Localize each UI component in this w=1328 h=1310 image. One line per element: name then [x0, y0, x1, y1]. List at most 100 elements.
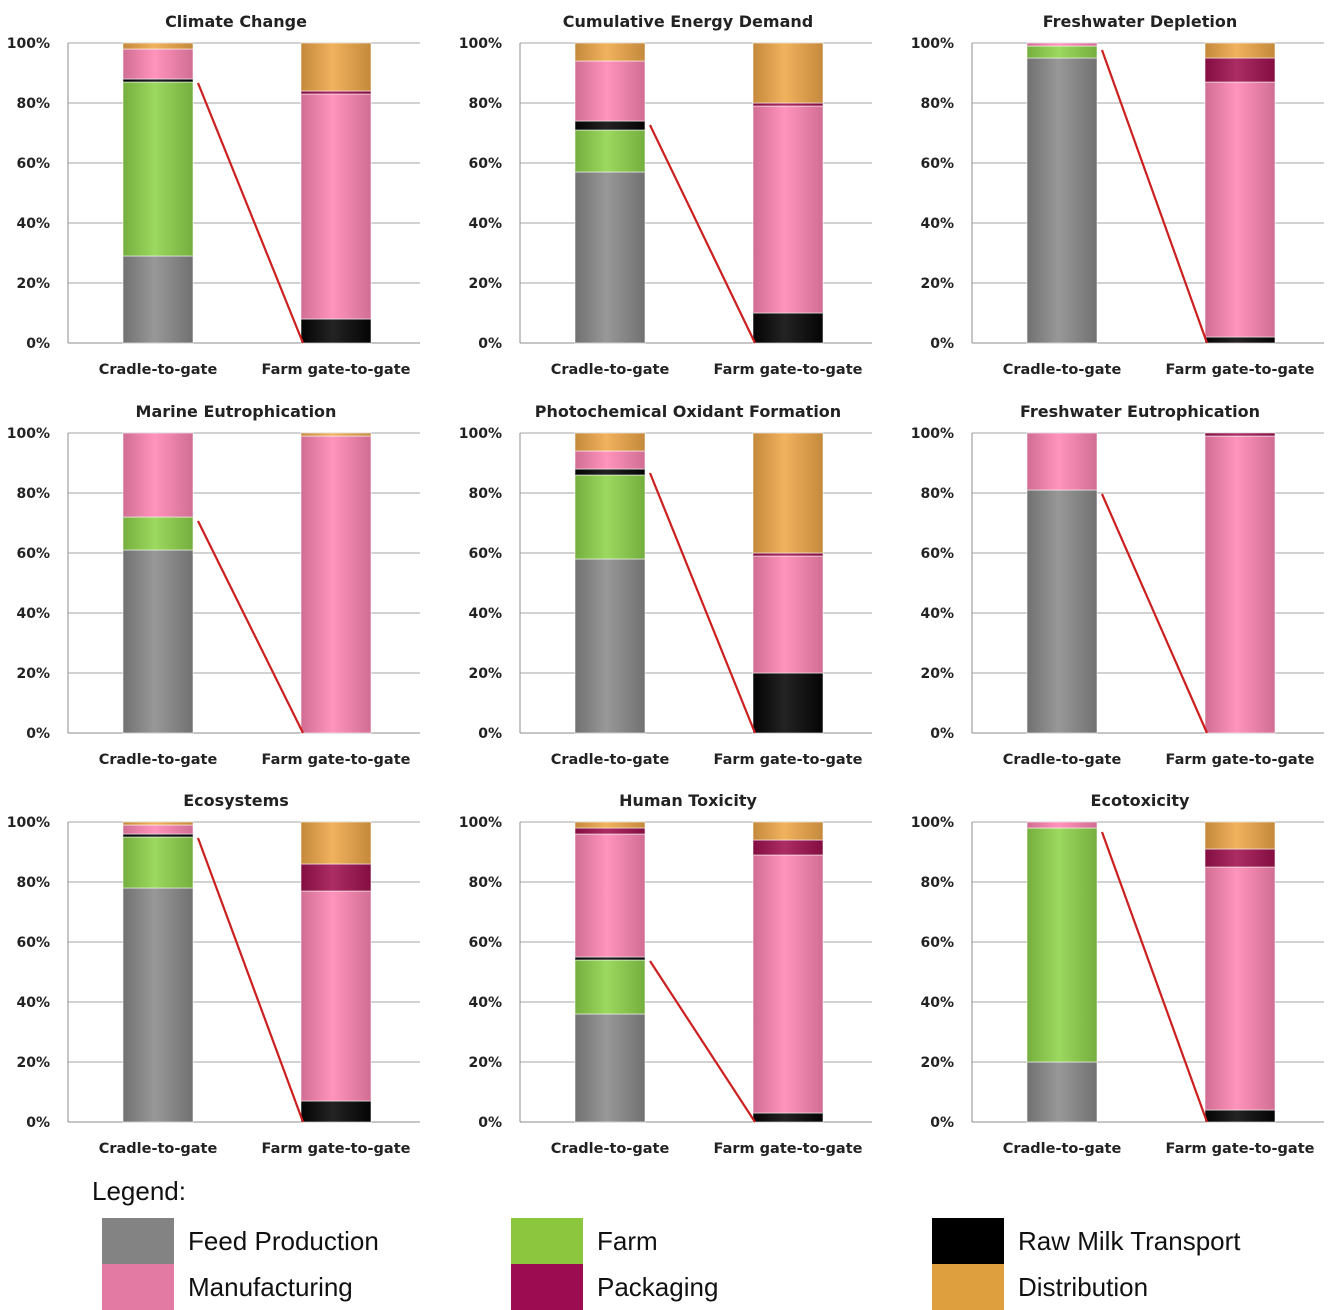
y-tick-label: 40% — [16, 216, 50, 232]
y-tick-label: 100% — [459, 426, 502, 442]
bar-segment-raw-milk-transport — [300, 318, 372, 344]
bar-segment-raw-milk-transport — [574, 468, 646, 476]
legend-label: Farm — [597, 1226, 658, 1256]
panel-title: Human Toxicity — [619, 791, 757, 810]
y-tick-label: 0% — [930, 1115, 954, 1131]
panel-ecosystems: Ecosystems 0% 20% 40% 60% 80% 100% Cradle-to-ga… — [7, 791, 420, 1157]
y-tick-label: 60% — [468, 156, 502, 172]
y-tick-label: 0% — [26, 336, 50, 352]
x-tick-label: Cradle-to-gate — [551, 752, 670, 768]
bar-segment-raw-milk-transport — [752, 672, 824, 734]
y-tick-label: 100% — [7, 815, 50, 831]
bar-segment-farm — [574, 129, 646, 173]
legend-swatch — [511, 1218, 583, 1264]
bar-segment-distribution — [574, 821, 646, 829]
bar-segment-manufacturing — [1026, 432, 1098, 491]
x-tick-label: Farm gate-to-gate — [262, 752, 411, 768]
bar-segment-feed-production — [574, 558, 646, 734]
legend-swatch — [102, 1264, 174, 1310]
y-tick-label: 20% — [468, 1055, 502, 1071]
legend-label: Feed Production — [188, 1226, 379, 1256]
bar-segment-raw-milk-transport — [1204, 336, 1276, 344]
panel-ecotoxicity: Ecotoxicity 0% 20% 40% 60% 80% 100% Cradle-to-g… — [911, 791, 1324, 1157]
bar-segment-distribution — [574, 432, 646, 452]
y-tick-label: 100% — [911, 815, 954, 831]
bar-segment-distribution — [752, 432, 824, 554]
x-tick-label: Cradle-to-gate — [551, 1141, 670, 1157]
x-tick-label: Cradle-to-gate — [1003, 362, 1122, 378]
panel-human-toxicity: Human Toxicity 0% 20% 40% 60% 80% 100% Cradle-t… — [459, 791, 872, 1157]
y-tick-label: 0% — [478, 336, 502, 352]
y-tick-label: 40% — [920, 216, 954, 232]
y-tick-label: 100% — [459, 36, 502, 52]
bar-segment-packaging — [752, 839, 824, 856]
connector-line — [648, 472, 757, 734]
connector-line — [1100, 49, 1209, 344]
x-tick-label: Farm gate-to-gate — [714, 752, 863, 768]
y-tick-label: 80% — [920, 875, 954, 891]
y-tick-label: 60% — [920, 156, 954, 172]
bar-segment-packaging — [574, 827, 646, 835]
x-tick-label: Cradle-to-gate — [99, 1141, 218, 1157]
bar-segment-distribution — [300, 432, 372, 437]
y-tick-label: 40% — [468, 995, 502, 1011]
bar-segment-manufacturing — [752, 105, 824, 314]
panel-title: Ecotoxicity — [1091, 791, 1190, 810]
x-tick-label: Farm gate-to-gate — [714, 1141, 863, 1157]
connector-line — [1100, 831, 1209, 1123]
legend-title: Legend: — [92, 1176, 186, 1206]
y-tick-label: 20% — [468, 666, 502, 682]
bar-segment-farm — [574, 474, 646, 560]
bar-segment-manufacturing — [1026, 42, 1098, 47]
legend-label: Raw Milk Transport — [1018, 1226, 1241, 1256]
y-tick-label: 80% — [920, 96, 954, 112]
bar-segment-distribution — [574, 42, 646, 62]
panel-title: Freshwater Depletion — [1043, 12, 1238, 31]
y-tick-label: 40% — [920, 606, 954, 622]
x-tick-label: Cradle-to-gate — [1003, 752, 1122, 768]
bar-segment-farm — [122, 516, 194, 551]
bar-segment-packaging — [300, 863, 372, 892]
bar-segment-farm — [122, 81, 194, 257]
panel-title: Freshwater Eutrophication — [1020, 402, 1260, 421]
legend-swatch — [102, 1218, 174, 1264]
y-tick-label: 60% — [16, 935, 50, 951]
connector-line — [649, 960, 756, 1123]
bar-segment-manufacturing — [752, 555, 824, 674]
bar-segment-farm — [122, 836, 194, 889]
panel-marine-eutrophication: Marine Eutrophication 0% 20% 40% 60% 80% 100% C… — [7, 402, 420, 768]
x-tick-label: Farm gate-to-gate — [1166, 1141, 1315, 1157]
legend-label: Manufacturing — [188, 1272, 353, 1302]
connector-line — [1100, 493, 1209, 734]
connector-line — [196, 82, 305, 344]
bar-segment-manufacturing — [122, 824, 194, 835]
panel-climate-change: Climate Change 0% 20% 40% 60% 80% 100% Cradle-t… — [7, 12, 420, 378]
bar-segment-distribution — [300, 42, 372, 92]
y-tick-label: 40% — [468, 216, 502, 232]
y-tick-label: 60% — [16, 546, 50, 562]
bar-segment-manufacturing — [122, 48, 194, 80]
y-tick-label: 0% — [26, 726, 50, 742]
x-tick-label: Farm gate-to-gate — [1166, 362, 1315, 378]
bar-segment-manufacturing — [1204, 435, 1276, 734]
bar-segment-manufacturing — [300, 93, 372, 320]
bar-segment-packaging — [1204, 432, 1276, 437]
bar-segment-raw-milk-transport — [1204, 1109, 1276, 1123]
bar-segment-manufacturing — [1204, 81, 1276, 338]
panel-title: Ecosystems — [183, 791, 289, 810]
bar-segment-manufacturing — [1204, 866, 1276, 1111]
y-tick-label: 40% — [16, 995, 50, 1011]
y-tick-label: 100% — [7, 426, 50, 442]
y-tick-label: 20% — [468, 276, 502, 292]
y-tick-label: 20% — [16, 1055, 50, 1071]
panel-title: Cumulative Energy Demand — [563, 12, 813, 31]
x-tick-label: Farm gate-to-gate — [262, 1141, 411, 1157]
y-tick-label: 80% — [468, 486, 502, 502]
bar-segment-manufacturing — [300, 890, 372, 1102]
y-tick-label: 100% — [7, 36, 50, 52]
bar-segment-raw-milk-transport — [752, 312, 824, 344]
connector-line — [649, 124, 756, 344]
y-tick-label: 40% — [16, 606, 50, 622]
bar-segment-packaging — [1204, 848, 1276, 868]
bar-segment-manufacturing — [574, 833, 646, 958]
